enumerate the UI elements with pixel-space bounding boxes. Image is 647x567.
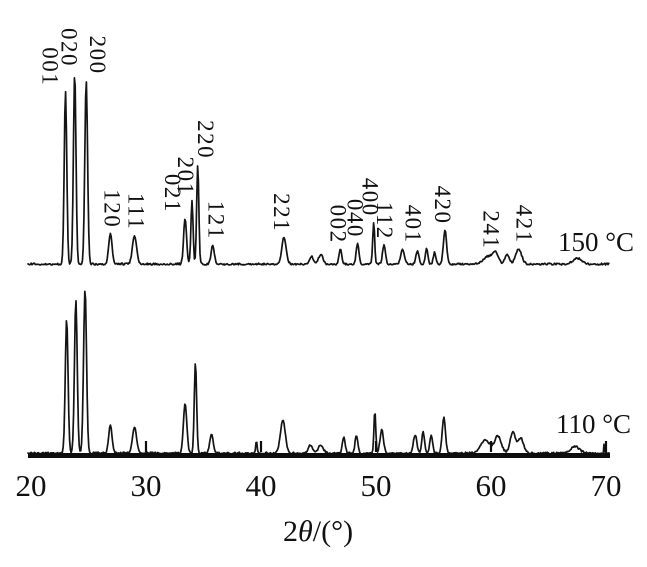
hkl-label-221: 221 bbox=[269, 193, 294, 232]
hkl-label-001: 001 bbox=[38, 47, 63, 86]
hkl-label-200: 200 bbox=[85, 36, 110, 75]
hkl-label-421: 421 bbox=[512, 205, 537, 244]
x-axis-line bbox=[28, 453, 610, 458]
x-tick-label-30: 30 bbox=[131, 468, 162, 503]
x-tick-label-40: 40 bbox=[246, 468, 277, 503]
x-tick-label-60: 60 bbox=[476, 468, 507, 503]
hkl-label-020: 020 bbox=[57, 28, 82, 67]
x-tick-label-50: 50 bbox=[361, 468, 392, 503]
hkl-label-400: 400 bbox=[358, 178, 383, 217]
x-tick-label-20: 20 bbox=[16, 468, 47, 503]
hkl-label-121: 121 bbox=[204, 201, 229, 240]
hkl-label-120: 120 bbox=[99, 189, 124, 228]
hkl-label-220: 220 bbox=[193, 120, 218, 159]
x-axis-title-suffix: /(°) bbox=[313, 515, 353, 548]
hkl-label-021: 021 bbox=[160, 174, 185, 213]
hkl-label-111: 111 bbox=[124, 193, 149, 230]
hkl-label-002: 002 bbox=[325, 205, 350, 244]
series-label-110c: 110 °C bbox=[556, 409, 631, 439]
x-axis-title: 2θ/(°) bbox=[283, 515, 353, 548]
x-axis-tick-label-group: 20 30 40 50 60 70 bbox=[16, 468, 622, 503]
xrd-trace-1 bbox=[27, 290, 610, 455]
x-axis-tick-group bbox=[144, 441, 608, 452]
x-axis-title-prefix: 2 bbox=[283, 515, 298, 548]
xrd-trace-0 bbox=[27, 76, 610, 266]
series-label-150c: 150 °C bbox=[558, 227, 634, 257]
hkl-label-040: 040 bbox=[343, 199, 368, 238]
hkl-label-241: 241 bbox=[479, 210, 504, 249]
hkl-label-401: 401 bbox=[400, 205, 425, 244]
trace-group-110c bbox=[27, 290, 610, 455]
x-axis-title-theta: θ bbox=[298, 515, 313, 548]
hkl-label-420: 420 bbox=[430, 185, 455, 224]
trace-group-150c bbox=[27, 76, 610, 266]
hkl-label-112: 112 bbox=[372, 202, 397, 240]
hkl-label-201: 201 bbox=[173, 157, 198, 196]
x-tick-label-70: 70 bbox=[591, 468, 622, 503]
